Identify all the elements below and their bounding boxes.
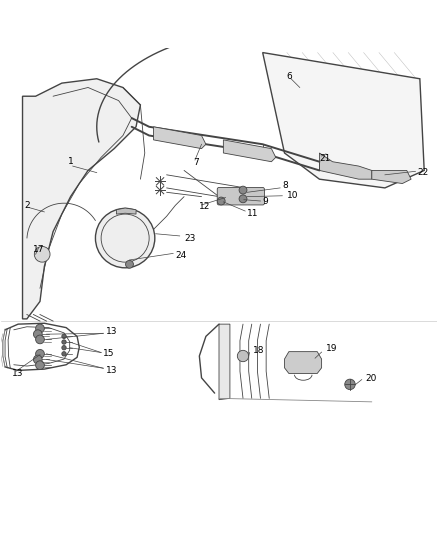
Circle shape bbox=[62, 352, 66, 356]
Circle shape bbox=[62, 334, 66, 338]
Text: 13: 13 bbox=[106, 327, 117, 336]
Circle shape bbox=[35, 361, 44, 369]
Polygon shape bbox=[372, 171, 411, 183]
Text: 1: 1 bbox=[68, 157, 74, 166]
Polygon shape bbox=[263, 53, 424, 188]
Circle shape bbox=[62, 340, 66, 344]
Text: 17: 17 bbox=[33, 245, 45, 254]
FancyBboxPatch shape bbox=[217, 188, 265, 205]
Polygon shape bbox=[117, 208, 136, 214]
Text: 21: 21 bbox=[319, 154, 331, 163]
Circle shape bbox=[35, 350, 44, 358]
Polygon shape bbox=[319, 153, 372, 179]
Text: 11: 11 bbox=[247, 209, 259, 218]
Circle shape bbox=[35, 335, 44, 344]
Circle shape bbox=[239, 195, 247, 203]
Text: 13: 13 bbox=[12, 369, 23, 378]
Text: 10: 10 bbox=[287, 191, 298, 200]
Polygon shape bbox=[223, 140, 276, 161]
Circle shape bbox=[33, 355, 42, 364]
Text: 18: 18 bbox=[253, 346, 265, 355]
Polygon shape bbox=[285, 352, 321, 374]
Text: 8: 8 bbox=[283, 181, 288, 190]
Text: 23: 23 bbox=[184, 233, 195, 243]
Text: 24: 24 bbox=[175, 251, 187, 260]
Text: 20: 20 bbox=[365, 374, 377, 383]
Circle shape bbox=[62, 345, 66, 350]
Text: 12: 12 bbox=[199, 202, 211, 211]
Text: 19: 19 bbox=[326, 344, 337, 353]
Polygon shape bbox=[153, 127, 206, 149]
Text: 2: 2 bbox=[25, 201, 30, 210]
Polygon shape bbox=[219, 324, 230, 400]
Circle shape bbox=[217, 197, 225, 205]
Circle shape bbox=[95, 208, 155, 268]
Circle shape bbox=[34, 246, 50, 262]
Text: 15: 15 bbox=[103, 349, 115, 358]
Text: 22: 22 bbox=[418, 168, 429, 177]
Polygon shape bbox=[22, 79, 141, 319]
Circle shape bbox=[126, 261, 134, 268]
Circle shape bbox=[35, 324, 44, 333]
Text: 6: 6 bbox=[287, 72, 293, 81]
Circle shape bbox=[237, 350, 249, 362]
Circle shape bbox=[345, 379, 355, 390]
Text: 9: 9 bbox=[263, 197, 268, 206]
Text: 7: 7 bbox=[193, 158, 198, 167]
Circle shape bbox=[33, 330, 42, 338]
Text: 13: 13 bbox=[106, 366, 117, 375]
Circle shape bbox=[239, 186, 247, 194]
